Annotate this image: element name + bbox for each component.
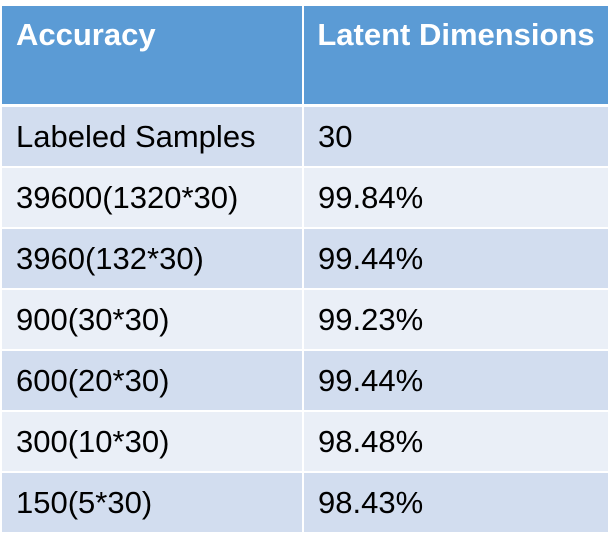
table-row: 600(20*30) 99.44% (2, 351, 608, 412)
table-row: 150(5*30) 98.43% (2, 473, 608, 532)
row-value-cell: 99.23% (304, 290, 608, 351)
row-value-cell: 98.43% (304, 473, 608, 532)
table-row: Labeled Samples 30 (2, 107, 608, 168)
table-row: 900(30*30) 99.23% (2, 290, 608, 351)
row-label-cell: 150(5*30) (2, 473, 304, 532)
row-value-cell: 99.44% (304, 351, 608, 412)
row-value-cell: 99.44% (304, 229, 608, 290)
table-row: 300(10*30) 98.48% (2, 412, 608, 473)
header-latent-dimensions: Latent Dimensions (304, 6, 608, 107)
row-label-cell: 300(10*30) (2, 412, 304, 473)
table-row: 3960(132*30) 99.44% (2, 229, 608, 290)
row-label-cell: 900(30*30) (2, 290, 304, 351)
row-value-cell: 30 (304, 107, 608, 168)
table-row: 39600(1320*30) 99.84% (2, 168, 608, 229)
header-row: Accuracy Latent Dimensions (2, 6, 608, 107)
row-label-cell: 600(20*30) (2, 351, 304, 412)
row-value-cell: 98.48% (304, 412, 608, 473)
accuracy-table: Accuracy Latent Dimensions Labeled Sampl… (2, 6, 608, 532)
table-body: Labeled Samples 30 39600(1320*30) 99.84%… (2, 107, 608, 532)
row-label-cell: 39600(1320*30) (2, 168, 304, 229)
row-value-cell: 99.84% (304, 168, 608, 229)
header-accuracy: Accuracy (2, 6, 304, 107)
row-label-cell: 3960(132*30) (2, 229, 304, 290)
row-label-cell: Labeled Samples (2, 107, 304, 168)
table-header: Accuracy Latent Dimensions (2, 6, 608, 107)
